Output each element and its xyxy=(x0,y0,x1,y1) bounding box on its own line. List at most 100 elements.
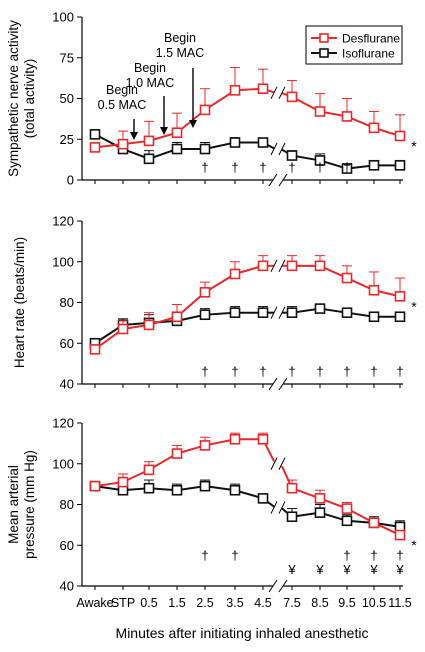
desflurane-point xyxy=(286,482,298,494)
isoflurane-point xyxy=(171,484,183,496)
isoflurane-point xyxy=(314,507,326,518)
legend-label: Desflurane xyxy=(342,32,400,46)
legend-marker xyxy=(319,33,329,43)
isoflurane-point xyxy=(89,129,101,140)
y-tick-label: 120 xyxy=(52,416,74,431)
line-break-mark xyxy=(278,86,286,100)
y-tick-label: 60 xyxy=(60,538,74,553)
isoflurane-point xyxy=(394,311,406,323)
annotation-label: Begin xyxy=(134,61,166,75)
annotation-arrowhead xyxy=(130,132,138,140)
annotation-arrowhead xyxy=(160,127,168,135)
significance-marker: † xyxy=(201,364,208,379)
isoflurane-point xyxy=(229,484,241,496)
annotation-label: 1.0 MAC xyxy=(126,76,175,90)
desflurane-point xyxy=(314,493,326,504)
isoflurane-point xyxy=(257,137,269,148)
annotation-label: 0.5 MAC xyxy=(98,98,147,112)
isoflurane-point xyxy=(314,155,326,166)
x-tick-label: 7.5 xyxy=(283,596,300,610)
y-tick-label: 100 xyxy=(52,254,74,269)
y-tick-label: 100 xyxy=(52,456,74,471)
y-tick-label: 75 xyxy=(60,50,74,65)
line-break-mark xyxy=(270,501,278,514)
isoflurane-point xyxy=(341,163,353,174)
significance-marker: † xyxy=(231,548,238,563)
isoflurane-point xyxy=(257,493,269,504)
significance-marker: † xyxy=(370,548,377,563)
isoflurane-point xyxy=(394,160,406,171)
desflurane-point xyxy=(89,344,101,355)
desflurane-point xyxy=(341,111,353,122)
right-asterisk: * xyxy=(411,298,417,314)
desflurane-point xyxy=(117,323,129,335)
line-break-mark xyxy=(278,457,286,470)
desflurane-point xyxy=(286,91,298,103)
line-break-mark xyxy=(270,86,278,100)
isoflurane-point xyxy=(199,480,211,492)
y-tick-label: 80 xyxy=(60,295,74,310)
x-axis-label: Minutes after initiating inhaled anesthe… xyxy=(116,625,369,641)
significance-marker: † xyxy=(201,548,208,563)
significance-marker: ¥ xyxy=(395,562,404,577)
x-tick-label: Awake xyxy=(76,596,113,610)
isoflurane-point xyxy=(199,143,211,155)
line-break-mark xyxy=(270,306,278,319)
x-tick-label: 4.5 xyxy=(254,596,271,610)
y-axis-label: Heart rate (beats/min) xyxy=(12,237,27,368)
axis-break-mark xyxy=(268,377,278,391)
y-tick-label: 25 xyxy=(60,132,74,147)
x-tick-label: 3.5 xyxy=(226,596,243,610)
desflurane-point xyxy=(257,433,269,445)
isoflurane-point xyxy=(199,309,211,321)
significance-marker: † xyxy=(259,364,266,379)
isoflurane-point xyxy=(143,153,155,165)
axis-break-mark xyxy=(278,173,288,187)
desflurane-point xyxy=(117,138,129,150)
desflurane-point xyxy=(117,476,129,488)
significance-marker: † xyxy=(201,160,208,175)
significance-marker: † xyxy=(288,160,295,175)
right-asterisk: * xyxy=(411,138,417,154)
x-tick-label: 1.5 xyxy=(168,596,185,610)
y-axis-label: (total activity) xyxy=(22,59,37,139)
desflurane-point xyxy=(368,284,380,296)
isoflurane-point xyxy=(286,511,298,523)
desflurane-point xyxy=(368,122,380,134)
x-tick-label: 8.5 xyxy=(311,596,328,610)
isoflurane-point xyxy=(257,307,269,318)
desflurane-point xyxy=(341,272,353,284)
x-tick-label: 10.5 xyxy=(362,596,386,610)
isoflurane-point xyxy=(341,515,353,527)
desflurane-point xyxy=(199,104,211,116)
significance-marker: † xyxy=(343,160,350,175)
y-tick-label: 80 xyxy=(60,497,74,512)
annotation-label: Begin xyxy=(106,83,138,97)
line-break-mark xyxy=(278,306,286,319)
significance-marker: ¥ xyxy=(287,562,296,577)
y-axis-label: pressure (mm Hg) xyxy=(22,450,37,559)
significance-marker: † xyxy=(396,548,403,563)
axis-break-mark xyxy=(268,579,278,593)
line-break-mark xyxy=(270,142,278,156)
significance-marker: † xyxy=(288,364,295,379)
y-tick-label: 0 xyxy=(67,173,74,188)
isoflurane-point xyxy=(341,307,353,318)
isoflurane-point xyxy=(286,307,298,318)
line-break-mark xyxy=(270,457,278,470)
significance-marker: † xyxy=(396,364,403,379)
chart-panel-3: 40 60 80 100 120 Mean arterial pressure (mm Hg… xyxy=(6,416,417,611)
x-tick-label: 9.5 xyxy=(338,596,355,610)
significance-marker: † xyxy=(231,364,238,379)
desflurane-point xyxy=(229,85,241,96)
legend-label: Isoflurane xyxy=(342,47,395,61)
significance-marker: † xyxy=(259,160,266,175)
desflurane-point xyxy=(171,448,183,459)
significance-marker: † xyxy=(231,160,238,175)
axis-break-mark xyxy=(268,173,278,187)
significance-marker: † xyxy=(316,364,323,379)
desflurane-point xyxy=(199,287,211,298)
y-tick-label: 120 xyxy=(52,214,74,229)
isoflurane-point xyxy=(229,307,241,318)
